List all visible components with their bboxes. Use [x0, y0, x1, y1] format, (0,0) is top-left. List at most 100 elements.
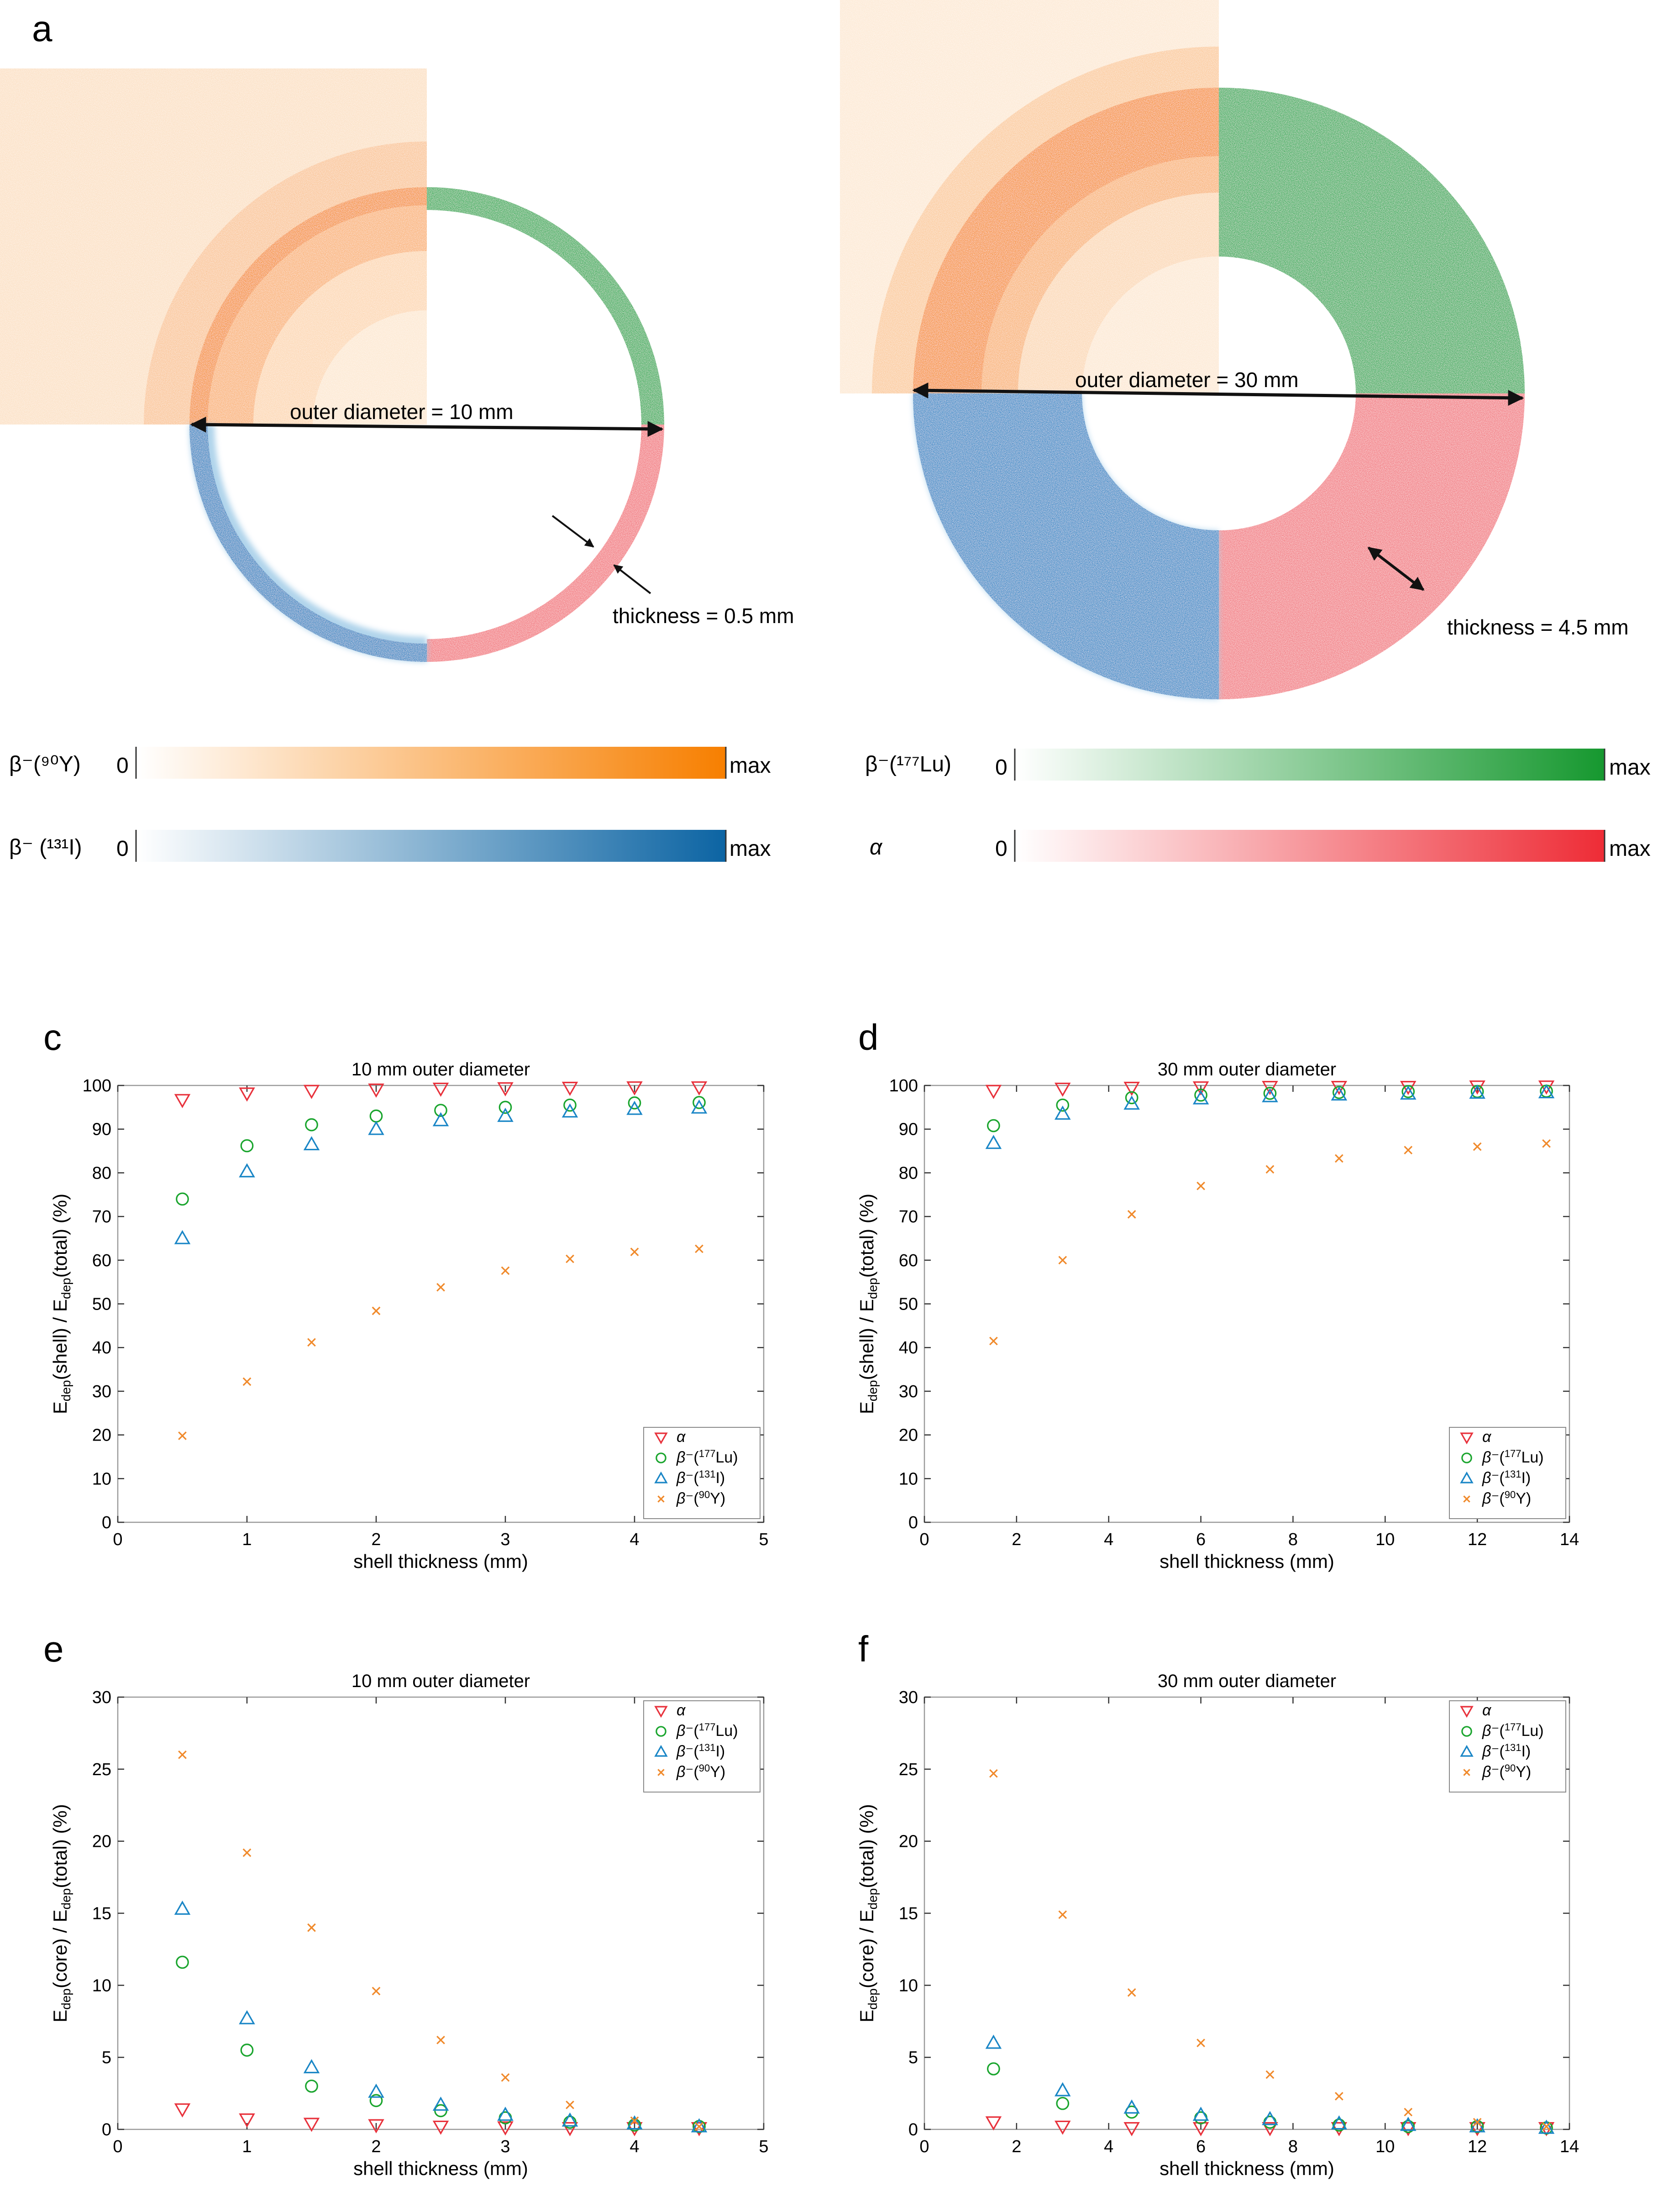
marker-circle: [369, 2094, 383, 2107]
marker-triangle-down: [1460, 1706, 1474, 1718]
x-tick-label: 14: [1560, 1530, 1579, 1549]
marker-triangle-down: [1055, 1082, 1071, 1097]
x-tick-label: 10: [1375, 2137, 1395, 2156]
panel-letter-f: f: [858, 1629, 869, 1669]
chart-d: d 30 mm outer diameter 0 2 4 6 8 10 12 14 0 10 20 30 4…: [856, 1017, 1579, 1572]
marker-triangle-down: [239, 1087, 255, 1102]
marker-triangle-down: [432, 1082, 449, 1097]
colorbars: β⁻(⁹⁰Y) 0 max β⁻ (¹³¹I) 0 max β⁻(¹⁷⁷Lu) …: [9, 747, 1651, 862]
x-tick-label: 4: [1104, 2137, 1113, 2156]
legend-label-lu: β⁻(177Lu): [676, 1721, 738, 1740]
marker-circle: [176, 1955, 189, 1969]
y-tick-label: 10: [899, 1976, 918, 1995]
legend-label-lu: β⁻(177Lu): [676, 1448, 738, 1467]
marker-triangle-up: [1400, 2117, 1417, 2131]
y-tick-label: 25: [92, 1760, 111, 1779]
marker-triangle-up: [1538, 2119, 1555, 2134]
red-dose-ring-b: [1219, 393, 1525, 699]
marker-triangle-up: [561, 1103, 578, 1118]
red-dose-ring: [427, 425, 664, 662]
marker-triangle-down: [691, 1081, 708, 1096]
marker-triangle-down: [432, 2120, 449, 2135]
marker-triangle-down: [985, 1085, 1002, 1099]
orange-dose-quadrant-b: [840, 0, 1219, 393]
x-axis-label: shell thickness (mm): [1160, 1551, 1334, 1572]
x-tick-label: 2: [1012, 1530, 1021, 1549]
marker-triangle-up: [1538, 1084, 1555, 1099]
y-tick-label: 0: [102, 2120, 111, 2139]
marker-triangle-down: [1262, 1081, 1278, 1096]
marker-triangle-down: [174, 1094, 191, 1108]
marker-triangle-up: [239, 1163, 255, 1178]
marker-circle: [305, 2079, 318, 2093]
series-i: [174, 1900, 708, 2133]
marker-triangle-up: [626, 2115, 643, 2130]
marker-x: [630, 2116, 639, 2125]
y-tick-label: 60: [899, 1251, 918, 1270]
colorbar-min: 0: [116, 754, 129, 778]
panel-letter-d: d: [858, 1017, 879, 1058]
marker-x: [1127, 1988, 1136, 1997]
series-lu: [987, 1085, 1553, 1132]
legend-box: [643, 1427, 761, 1519]
marker-x: [1334, 2092, 1343, 2101]
marker-x: [501, 2073, 510, 2082]
marker-triangle-down: [1262, 2122, 1278, 2137]
colorbar-min: 0: [995, 755, 1007, 780]
marker-x: [1404, 1146, 1413, 1155]
marker-x: [372, 1306, 381, 1316]
x-tick-label: 0: [113, 1530, 122, 1549]
x-tick-label: 3: [500, 2137, 510, 2156]
marker-triangle-down: [626, 1081, 643, 1096]
y-tick-label: 30: [92, 1688, 111, 1707]
x-axis-label: shell thickness (mm): [353, 2158, 528, 2179]
legend-label-y: β⁻(90Y): [1482, 1489, 1531, 1508]
marker-triangle-down: [1192, 2122, 1209, 2137]
marker-x: [1265, 1165, 1275, 1174]
marker-triangle-up: [1192, 1090, 1209, 1105]
marker-triangle-up: [174, 1900, 191, 1915]
marker-triangle-up: [174, 1230, 191, 1244]
x-tick-label: 1: [242, 1530, 252, 1549]
y-tick-label: 80: [92, 1164, 111, 1183]
legend-label-alpha: α: [1482, 1428, 1492, 1446]
marker-triangle-up: [497, 2107, 514, 2121]
marker-circle: [628, 1096, 641, 1110]
series-i: [985, 1084, 1555, 1149]
x-axis-label: shell thickness (mm): [1160, 2158, 1334, 2179]
colorbar-min: 0: [995, 837, 1007, 861]
x-tick-label: 2: [371, 1530, 381, 1549]
panel-a-letter: a: [32, 8, 52, 49]
marker-triangle-up: [1469, 1085, 1485, 1099]
colorbar-max: max: [1609, 755, 1651, 780]
marker-x: [242, 1377, 252, 1386]
x-tick-label: 12: [1468, 1530, 1487, 1549]
x-tick-label: 10: [1375, 1530, 1395, 1549]
marker-x: [436, 2035, 445, 2044]
marker-circle: [1194, 1088, 1207, 1102]
panel-letter-e: e: [43, 1629, 64, 1669]
y-tick-label: 20: [92, 1426, 111, 1445]
green-dose-ring-b: [1219, 88, 1525, 393]
marker-circle: [240, 2044, 254, 2057]
marker-triangle-up: [432, 2097, 449, 2111]
thickness-arrow-b: [1367, 546, 1425, 591]
marker-circle: [656, 1726, 666, 1737]
marker-circle: [240, 1139, 254, 1153]
marker-triangle-down: [1055, 2120, 1071, 2135]
marker-x: [1473, 1142, 1482, 1151]
diameter-label-a: outer diameter = 10 mm: [290, 400, 514, 424]
y-tick-label: 30: [899, 1382, 918, 1401]
x-tick-label: 5: [759, 1530, 768, 1549]
panel-a: a outer diameter = 10 mm thickness = 0: [0, 8, 794, 662]
legend-label-y: β⁻(90Y): [676, 1489, 725, 1508]
colorbar-i131: β⁻ (¹³¹I) 0 max: [9, 830, 771, 862]
x-tick-label: 2: [371, 2137, 381, 2156]
legend: α β⁻(177Lu)β⁻(131I) β⁻(90Y): [643, 1427, 761, 1519]
y-axis-label: Edep(shell) / Edep(total) (%): [856, 1194, 880, 1414]
marker-x: [657, 1769, 665, 1776]
y-tick-label: 5: [908, 2048, 918, 2067]
y-tick-label: 90: [899, 1120, 918, 1139]
marker-x: [501, 1266, 510, 1275]
